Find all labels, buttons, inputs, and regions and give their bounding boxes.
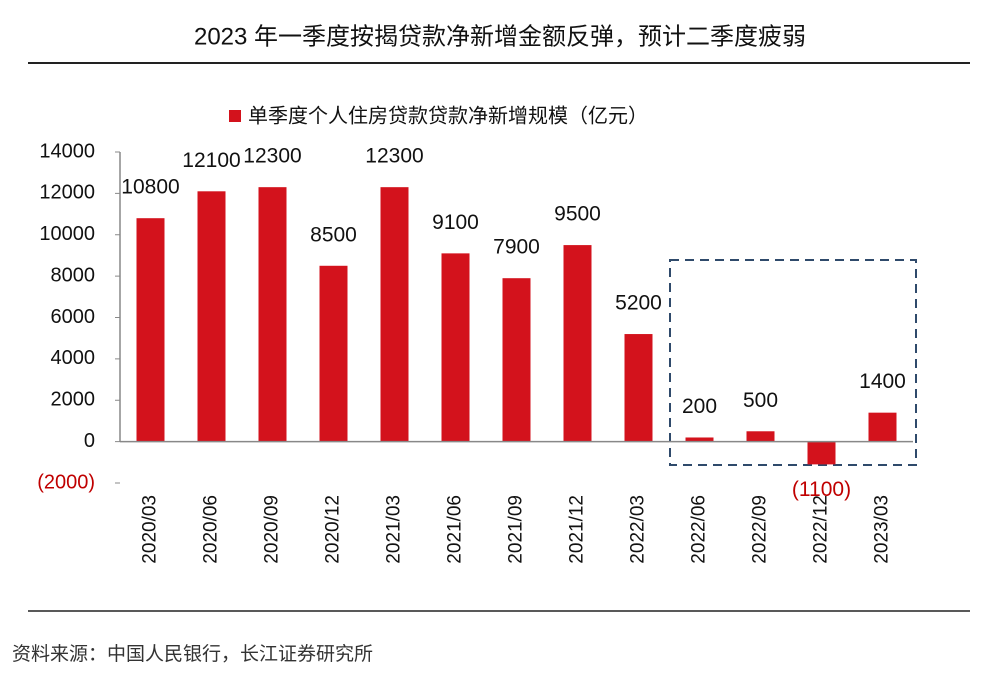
bar [136,218,165,442]
y-tick-label: (2000) [37,471,95,493]
legend-label: 单季度个人住房贷款贷款净新增规模（亿元） [248,104,648,127]
x-tick-label: 2020/06 [201,495,222,564]
value-label: 12100 [182,149,240,172]
value-label: 12300 [365,145,423,168]
y-tick-label: 8000 [51,264,96,286]
source-note: 资料来源：中国人民银行，长江证券研究所 [12,643,373,665]
bar [441,253,470,442]
chart-title: 2023 年一季度按揭贷款净新增金额反弹，预计二季度疲弱 [194,23,806,50]
x-tick-label: 2022/12 [811,495,832,564]
bar [868,412,897,442]
y-tick-label: 10000 [39,223,95,245]
x-tick-label: 2021/12 [567,495,588,564]
y-tick-label: 2000 [51,389,96,411]
value-label: 9500 [554,203,601,226]
x-tick-label: 2022/03 [628,495,649,564]
y-tick-label: 6000 [51,306,96,328]
x-tick-label: 2022/09 [750,495,771,564]
value-label: 12300 [243,145,301,168]
x-tick-label: 2020/09 [262,495,283,564]
value-label: 200 [682,395,717,418]
bar [197,191,226,442]
bar [380,187,409,442]
y-tick-label: 0 [84,430,95,452]
legend-swatch [229,110,241,122]
value-label: 1400 [859,370,906,393]
bar [502,278,531,442]
bar [563,245,592,442]
highlight-box [669,259,917,466]
bar [319,265,348,442]
x-tick-label: 2021/03 [384,495,405,564]
bar [685,437,714,442]
y-tick-label: 4000 [51,347,96,369]
x-tick-label: 2022/06 [689,495,710,564]
value-label: 10800 [121,176,179,199]
bar [807,441,836,465]
x-tick-label: 2020/12 [323,495,344,564]
y-tick-label: 12000 [39,182,95,204]
value-label: 8500 [310,223,357,246]
value-label: 7900 [493,236,540,259]
x-tick-label: 2020/03 [140,495,161,564]
x-tick-label: 2021/09 [506,495,527,564]
value-label: 5200 [615,292,662,315]
y-tick-label: 14000 [39,140,95,162]
value-label: 500 [743,389,778,412]
value-label: (1100) [792,478,851,501]
x-tick-label: 2021/06 [445,495,466,564]
x-tick-label: 2023/03 [872,495,893,564]
bar [258,187,287,442]
bar [746,431,775,442]
bar [624,334,653,442]
value-label: 9100 [432,211,479,234]
